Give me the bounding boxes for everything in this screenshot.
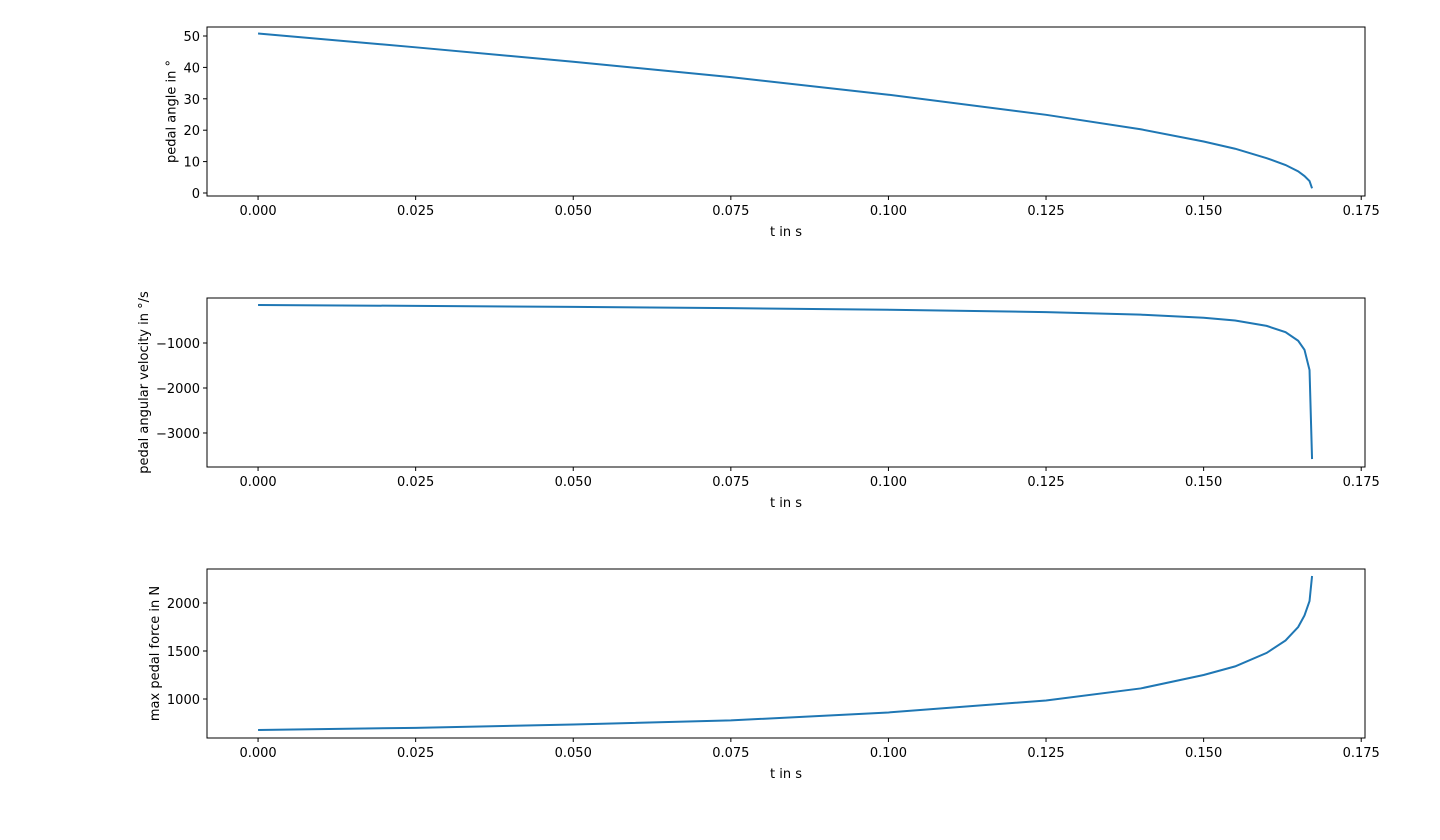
x-tick-label: 0.150 [1185,204,1222,219]
y-tick-label: 0 [192,187,200,202]
axes-frame [206,297,1366,468]
axes-frame [206,26,1366,197]
x-tick-label: 0.000 [239,746,276,761]
y-tick-label: 10 [183,156,200,171]
x-tick-label: 0.125 [1027,475,1064,490]
y-axis-label: pedal angle in ° [164,60,179,163]
axes-frame [206,568,1366,739]
x-tick-label: 0.050 [555,204,592,219]
y-tick-label: 1000 [167,693,200,708]
subplot: 0.000 0.025 0.050 0.075 0.100 0.125 0.150 0.175… [137,291,1380,511]
y-axis-label: max pedal force in N [148,586,163,721]
x-tick-label: 0.075 [712,475,749,490]
x-tick-label: 0.050 [555,746,592,761]
x-axis-label: t in s [770,767,802,782]
y-tick-label: 40 [183,61,200,76]
y-tick-label: 50 [183,30,200,45]
x-tick-label: 0.075 [712,204,749,219]
subplot: 0.000 0.025 0.050 0.075 0.100 0.125 0.150 0.175… [148,568,1380,782]
x-tick-label: 0.175 [1343,746,1380,761]
x-tick-label: 0.075 [712,746,749,761]
y-tick-label: 2000 [167,597,200,612]
x-axis-label: t in s [770,496,802,511]
x-tick-label: 0.125 [1027,204,1064,219]
x-tick-label: 0.000 [239,204,276,219]
y-tick-label: 30 [183,93,200,108]
x-axis-label: t in s [770,225,802,240]
x-tick-label: 0.100 [870,475,907,490]
x-tick-label: 0.000 [239,475,276,490]
data-line [257,32,1313,189]
x-tick-label: 0.175 [1343,204,1380,219]
x-tick-label: 0.025 [397,204,434,219]
x-tick-label: 0.150 [1185,475,1222,490]
subplot: 0.000 0.025 0.050 0.075 0.100 0.125 0.150 0.175… [164,26,1380,240]
x-tick-label: 0.100 [870,204,907,219]
x-tick-label: 0.100 [870,746,907,761]
y-tick-label: 20 [183,124,200,139]
data-line [258,304,1314,460]
y-tick-label: −2000 [156,382,200,397]
x-tick-label: 0.175 [1343,475,1380,490]
y-tick-label: −3000 [156,427,200,442]
x-tick-label: 0.025 [397,746,434,761]
x-tick-label: 0.125 [1027,746,1064,761]
x-tick-label: 0.150 [1185,746,1222,761]
data-line [258,575,1314,732]
y-tick-label: 1500 [167,645,200,660]
y-axis-label: pedal angular velocity in °/s [137,291,152,474]
x-tick-label: 0.050 [555,475,592,490]
x-tick-label: 0.025 [397,475,434,490]
y-tick-label: −1000 [156,337,200,352]
